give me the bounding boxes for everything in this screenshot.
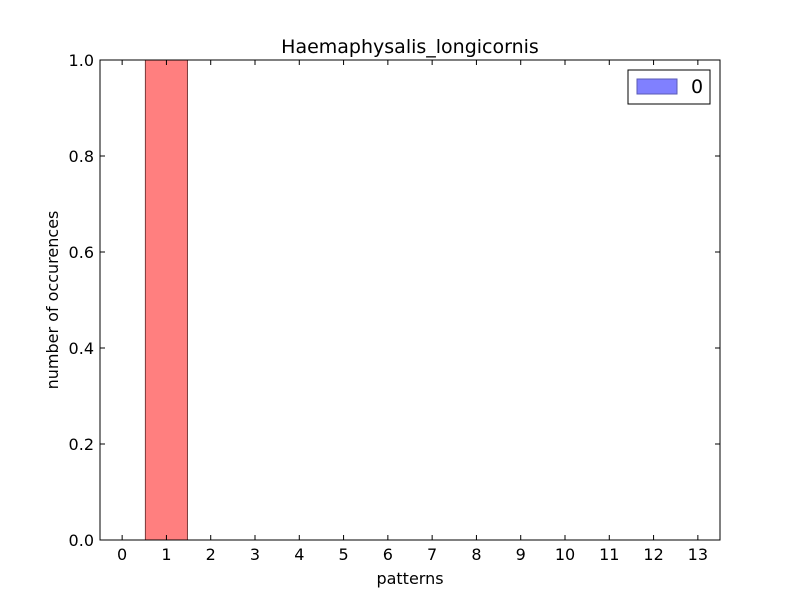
x-tick-label-7: 7 [427, 545, 437, 564]
y-ticks-group: 0.0 0.2 0.4 0.6 0.8 1.0 [69, 51, 720, 550]
y-tick-label-0.8: 0.8 [69, 147, 94, 166]
x-tick-label-10: 10 [555, 545, 575, 564]
legend-label: 0 [691, 76, 703, 98]
x-tick-label-9: 9 [516, 545, 526, 564]
legend-swatch [636, 78, 678, 95]
x-tick-label-0: 0 [117, 545, 127, 564]
bars-group [144, 59, 188, 541]
x-tick-label-5: 5 [338, 545, 348, 564]
x-tick-label-11: 11 [599, 545, 619, 564]
plot-frame [99, 59, 721, 541]
x-tick-label-12: 12 [643, 545, 663, 564]
bar-1 [144, 59, 188, 541]
x-axis-label: patterns [376, 569, 443, 588]
x-tick-label-4: 4 [294, 545, 304, 564]
legend: 0 [627, 69, 711, 105]
y-tick-label-0.0: 0.0 [69, 531, 94, 550]
x-tick-label-3: 3 [250, 545, 260, 564]
x-tick-label-6: 6 [383, 545, 393, 564]
y-tick-label-0.2: 0.2 [69, 435, 94, 454]
x-ticks-group: 0 1 2 3 4 5 6 7 8 9 10 11 12 13 [117, 60, 708, 564]
chart-title: Haemaphysalis_longicornis [281, 36, 539, 58]
x-tick-label-1: 1 [161, 545, 171, 564]
x-tick-label-8: 8 [471, 545, 481, 564]
x-tick-label-13: 13 [688, 545, 708, 564]
y-tick-label-1.0: 1.0 [69, 51, 94, 70]
x-tick-label-2: 2 [206, 545, 216, 564]
y-axis-label: number of occurences [43, 211, 62, 390]
y-tick-label-0.4: 0.4 [69, 339, 94, 358]
y-tick-label-0.6: 0.6 [69, 243, 94, 262]
